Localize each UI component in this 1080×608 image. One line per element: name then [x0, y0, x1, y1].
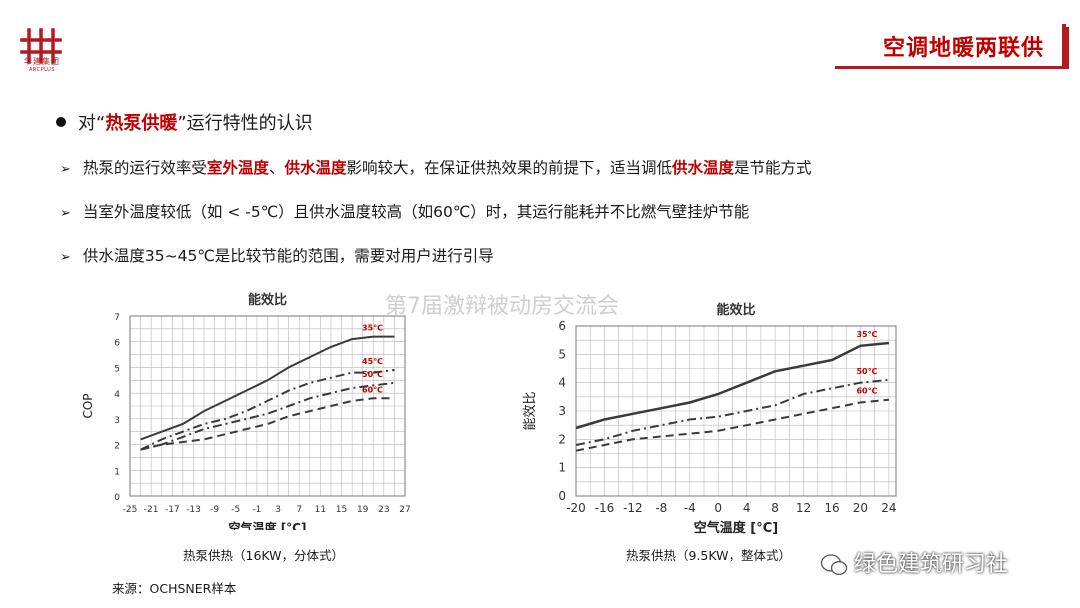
chart-caption-right: 热泵供热（9.5KW，整体式） — [626, 548, 791, 563]
series-line-2 — [140, 381, 395, 451]
bullet-text: 影响较大，在保证供热效果的前提下，适当调低 — [346, 159, 672, 177]
logo-text-en: ARCPLUS — [28, 67, 56, 73]
y-axis-label: COP — [81, 393, 95, 418]
arrow-bullet-icon: ➢ — [60, 206, 71, 221]
arrow-bullet-icon: ➢ — [60, 162, 71, 177]
x-tick-label: -25 — [123, 505, 138, 515]
series-line-3 — [140, 397, 395, 451]
series-label: 35℃ — [856, 330, 877, 339]
x-tick-label: 11 — [315, 505, 326, 515]
y-tick-label: 5 — [114, 364, 120, 374]
bullet-text: 、 — [268, 159, 285, 177]
y-tick-label: 2 — [114, 442, 120, 452]
series-line-0 — [575, 341, 890, 430]
series-line-1 — [575, 378, 890, 446]
x-tick-label: -20 — [566, 501, 586, 515]
bullet-line-2: ➢ 当室外温度较低（如 < -5℃）且供水温度较高（如60℃）时，其运行能耗并不比… — [60, 200, 749, 222]
x-tick-label: 19 — [357, 505, 369, 515]
y-axis-label: 能效比 — [523, 391, 538, 430]
series-label: 50℃ — [856, 367, 877, 376]
x-tick-label: -4 — [684, 501, 696, 515]
chart-title: 能效比 — [248, 292, 287, 308]
y-tick-label: 3 — [114, 416, 120, 426]
y-tick-label: 7 — [114, 313, 120, 323]
x-tick-label: -17 — [165, 505, 180, 515]
x-tick-label: -12 — [623, 501, 643, 515]
bullet-dot-icon — [56, 117, 66, 127]
chart-title: 能效比 — [716, 302, 755, 318]
x-axis-label: 空气温度 [°C] — [229, 520, 307, 530]
heading-highlight: 热泵供暖 — [105, 113, 178, 134]
x-axis-label: 空气温度 [°C] — [694, 520, 778, 536]
y-tick-label: 3 — [558, 404, 566, 418]
event-watermark: 第7届激辩被动房交流会 — [385, 294, 619, 319]
y-tick-label: 4 — [114, 390, 120, 400]
wechat-label: 绿色建筑研习社 — [854, 552, 1009, 577]
y-tick-label: 6 — [114, 339, 120, 349]
x-tick-label: 20 — [853, 501, 868, 515]
x-tick-label: 8 — [771, 501, 779, 515]
x-tick-label: 23 — [378, 505, 389, 515]
series-label: 60℃ — [856, 387, 877, 396]
y-tick-label: 0 — [558, 489, 566, 503]
x-tick-label: -13 — [186, 505, 201, 515]
x-tick-label: 12 — [796, 501, 811, 515]
bullet-text: 是节能方式 — [734, 159, 812, 177]
y-tick-label: 0 — [114, 493, 120, 503]
arrow-bullet-icon: ➢ — [60, 250, 71, 265]
y-tick-label: 5 — [558, 347, 566, 361]
bullet-highlight: 室外温度 — [206, 159, 269, 177]
page-title-box: 空调地暖两联供 — [832, 24, 1066, 66]
y-tick-label: 2 — [558, 432, 566, 446]
arcplus-logo-icon — [20, 28, 62, 64]
series-label: 50℃ — [362, 370, 383, 379]
x-tick-label: 15 — [336, 505, 347, 515]
y-tick-label: 4 — [558, 376, 566, 390]
heading-suffix: ”运行特性的认识 — [177, 113, 313, 134]
y-tick-label: 1 — [114, 467, 120, 477]
x-tick-label: 27 — [399, 505, 410, 515]
logo-text-cn: 华建集团 — [24, 57, 60, 66]
x-tick-label: 4 — [743, 501, 751, 515]
y-tick-label: 1 — [558, 461, 566, 475]
bullet-line-1: ➢ 热泵的运行效率受室外温度、供水温度影响较大，在保证供热效果的前提下，适当调低供… — [60, 156, 812, 178]
section-heading: 对“热泵供暖”运行特性的认识 — [56, 109, 313, 135]
y-tick-label: 6 — [558, 319, 566, 333]
cop-chart-16kw: 能效比-25 -21 -17 -13 -9 -5 -1 3 7 11 15 19 23 270123456… — [81, 292, 411, 530]
x-tick-label: -21 — [144, 505, 159, 515]
chart-caption-left: 热泵供热（16KW，分体式） — [183, 548, 345, 563]
wechat-icon — [820, 554, 848, 575]
series-line-1 — [140, 369, 395, 451]
series-label: 35℃ — [362, 324, 383, 333]
x-tick-label: -8 — [655, 501, 667, 515]
x-tick-label: -1 — [252, 505, 261, 515]
x-tick-label: 0 — [714, 501, 722, 515]
bullet-highlight: 供水温度 — [284, 159, 347, 177]
x-tick-label: -9 — [210, 505, 219, 515]
heading-prefix: 对“ — [78, 113, 106, 134]
series-label: 60℃ — [362, 385, 383, 394]
bullet-text: 当室外温度较低（如 < -5℃）且供水温度较高（如60℃）时，其运行能耗并不比燃… — [82, 203, 750, 221]
page-title: 空调地暖两联供 — [882, 36, 1044, 61]
series-line-2 — [575, 398, 889, 452]
series-label: 45℃ — [362, 357, 383, 366]
bullet-line-3: ➢ 供水温度35~45℃是比较节能的范围，需要对用户进行引导 — [60, 244, 494, 266]
wechat-watermark: 绿色建筑研习社 — [820, 546, 1008, 578]
x-tick-label: -16 — [595, 501, 615, 515]
bullet-text: 热泵的运行效率受 — [82, 159, 207, 177]
plot-area-border — [575, 325, 897, 497]
source-note: 来源：OCHSNER样本 — [112, 581, 237, 596]
x-tick-label: -5 — [231, 505, 240, 515]
x-tick-label: 24 — [881, 501, 896, 515]
x-tick-label: 16 — [824, 501, 839, 515]
x-tick-label: 7 — [296, 505, 302, 515]
bullet-text: 供水温度35~45℃是比较节能的范围，需要对用户进行引导 — [82, 247, 494, 265]
plot-area-border — [129, 315, 406, 497]
bullet-highlight: 供水温度 — [671, 159, 734, 177]
series-line-0 — [140, 335, 395, 441]
x-tick-label: 3 — [275, 505, 281, 515]
